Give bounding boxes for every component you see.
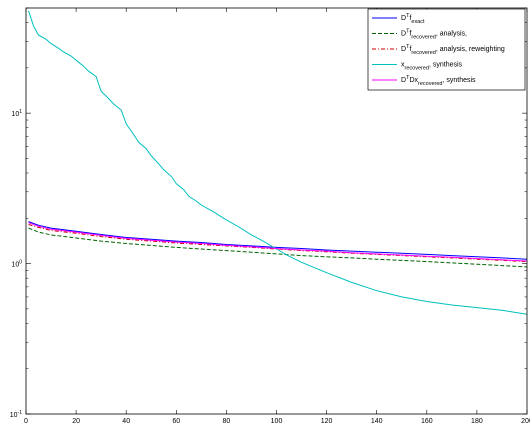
series-line-2 [28,227,527,268]
x-axis: 0 20 40 60 80 100 120 140 160 180 200 [24,8,530,425]
y-tick-label: 100 [11,260,22,269]
x-tick-label: 60 [172,418,180,425]
x-tick-label: 160 [421,418,433,425]
series-line-5 [28,222,527,262]
legend-box [367,8,526,91]
x-tick-label: 100 [271,418,283,425]
x-tick-label: 200 [521,418,530,425]
series-layer [28,10,527,315]
legend-label-3: DTfrecovered, analysis, reweighting [401,44,505,56]
x-tick-label: 120 [321,418,333,425]
y-tick-label: 101 [11,109,22,118]
legend-label-4: xrecovered, synthesis [401,62,463,72]
x-tick-label: 140 [371,418,383,425]
y-tick-label: 10-1 [10,410,22,419]
x-tick-label: 0 [24,418,28,425]
series-line-4 [28,10,527,315]
x-tick-label: 40 [122,418,130,425]
series-line-1 [28,221,527,260]
x-tick-label: 80 [223,418,231,425]
legend-label-1: DTfexact [401,13,425,25]
x-tick-label: 20 [72,418,80,425]
x-tick-label: 180 [471,418,483,425]
y-axis: 10-1 100 101 [10,7,527,419]
legend-label-2: DTfrecovered, analysis, [401,29,467,41]
legend: DTfexact DTfrecovered, analysis, DTfrecove… [367,8,526,91]
legend-label-5: DTDxrecovered, synthesis [401,75,476,87]
